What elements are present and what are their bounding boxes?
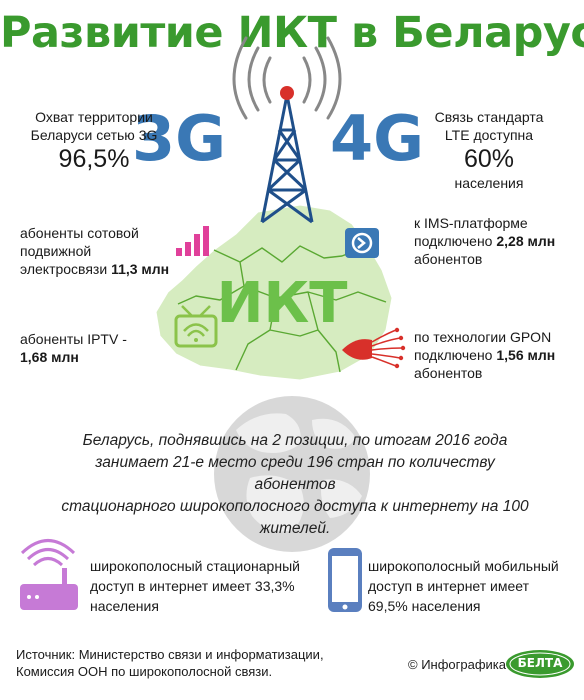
stat-3g-value: 96,5%	[58, 145, 130, 173]
belta-logo-icon	[506, 650, 574, 678]
ranking-line-4: жителей.	[259, 520, 331, 537]
stat-gpon-line-3: абонентов	[414, 365, 483, 381]
region-borders	[177, 245, 387, 373]
ranking-paragraph: Беларусь, поднявшись на 2 позиции, по ит…	[60, 430, 530, 540]
source-line-2: Комиссия ООН по широкополосной связи.	[16, 664, 273, 679]
mobile-bb-line-2: доступ в интернет имеет	[368, 578, 530, 594]
stat-ims-line-1: к IMS-платформе	[414, 215, 528, 231]
globe-icon	[214, 396, 370, 552]
stat-mobile-line-1: абоненты сотовой	[20, 225, 139, 241]
tower-light-icon	[280, 86, 294, 100]
stat-mobile-subscribers: абоненты сотовой подвижной электросвязи …	[20, 224, 190, 278]
stat-ims-value: 2,28 млн	[496, 233, 556, 249]
stat-iptv: абоненты IPTV - 1,68 млн	[20, 330, 160, 366]
belta-logo-text: БЕЛТА	[517, 656, 563, 670]
signal-waves-icon	[232, 36, 342, 120]
stat-iptv-value: 1,68 млн	[20, 349, 79, 365]
credit-text: © Инфографика	[408, 657, 507, 672]
stat-lte-label-1: Связь стандарта	[434, 109, 544, 125]
stat-3g-label-2: Беларуси сетью 3G	[30, 127, 158, 143]
smartphone-icon	[328, 548, 362, 612]
stat-lte-label-2: LTE доступна	[444, 127, 534, 143]
stat-gpon-line-2: подключено 1,56 млн	[414, 347, 556, 363]
tv-icon	[174, 305, 218, 348]
router-icon	[20, 539, 78, 610]
signal-bars-icon	[176, 226, 209, 256]
stat-mobile-broadband: широкополосный мобильный доступ в интерн…	[368, 556, 578, 616]
fixed-bb-line-2: доступ в интернет имеет 33,3%	[90, 578, 295, 594]
source-line-1: Источник: Министерство связи и информати…	[16, 647, 324, 662]
mobile-bb-line-3: 69,5% населения	[368, 598, 481, 614]
fiber-cable-icon	[342, 327, 406, 369]
stat-lte-value: 60%	[463, 145, 515, 173]
stat-3g-label-1: Охват территории	[35, 109, 153, 125]
ranking-line-1: Беларусь, поднявшись на 2 позиции, по ит…	[82, 432, 508, 449]
page-title: Развитие ИКТ в Беларуси	[0, 8, 584, 58]
ranking-line-2: занимает 21-е место среди 196 стран по к…	[95, 454, 495, 493]
fixed-bb-line-3: населения	[90, 598, 159, 614]
stat-fixed-broadband: широкополосный стационарный доступ в инт…	[90, 556, 320, 616]
stat-ims-line-3: абонентов	[414, 251, 483, 267]
cell-tower-icon	[260, 94, 314, 224]
stat-ims: к IMS-платформе подключено 2,28 млн абон…	[414, 214, 574, 268]
stat-3g-coverage: Охват территории Беларуси сетью 3G 96,5%	[14, 108, 174, 174]
stat-lte: Связь стандарта LTE доступна 60% населен…	[414, 108, 564, 192]
ranking-line-3: стационарного широкополосного доступа к …	[61, 498, 529, 515]
stat-mobile-line-3: электросвязи 11,3 млн	[20, 261, 170, 277]
stat-gpon: по технологии GPON подключено 1,56 млн а…	[414, 328, 574, 382]
stat-mobile-value: 11,3 млн	[111, 261, 170, 277]
map-label: ИКТ	[217, 271, 348, 336]
source-note: Источник: Министерство связи и информати…	[16, 646, 324, 680]
ims-icon	[345, 228, 379, 258]
stat-gpon-line-1: по технологии GPON	[414, 329, 552, 345]
stat-gpon-value: 1,56 млн	[496, 347, 556, 363]
mobile-bb-line-1: широкополосный мобильный	[368, 558, 559, 574]
fixed-bb-line-1: широкополосный стационарный	[90, 558, 300, 574]
logo-4g: 4G	[330, 102, 424, 175]
stat-ims-line-2: подключено 2,28 млн	[414, 233, 556, 249]
stat-mobile-line-2: подвижной	[20, 243, 92, 259]
stat-lte-label-3: населения	[454, 175, 524, 191]
logo-3g: 3G	[132, 102, 226, 175]
stat-iptv-line-1: абоненты IPTV -	[20, 331, 127, 347]
